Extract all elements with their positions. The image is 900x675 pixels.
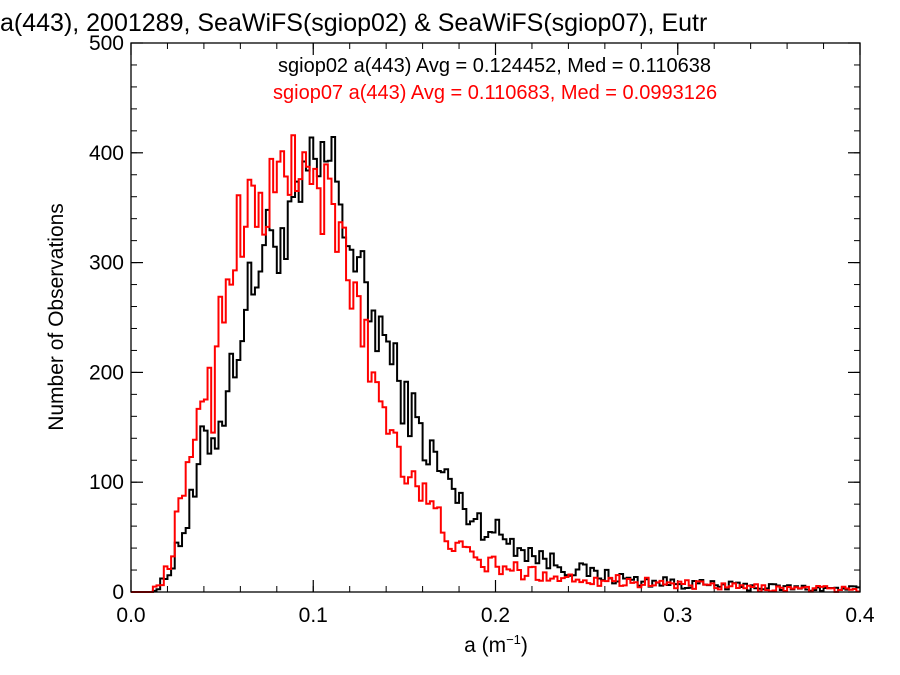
- series-layer: [131, 134, 860, 593]
- x-tick-label: 0.2: [481, 604, 510, 627]
- x-axis-label-close: ): [521, 634, 528, 657]
- x-axis-label-base: a (m: [464, 634, 506, 657]
- x-tick-label: 0.0: [116, 604, 145, 627]
- y-tick-label: 400: [89, 142, 124, 165]
- x-axis-label: a (m−1): [464, 632, 528, 657]
- y-tick-label: 200: [89, 361, 124, 384]
- y-tick-label: 500: [89, 32, 124, 55]
- y-axis-label: Number of Observations: [45, 203, 68, 431]
- axis-ticks: [130, 42, 861, 593]
- series-sgiop02: [131, 135, 860, 593]
- plot-frame: [130, 42, 861, 593]
- x-tick-label: 0.1: [299, 604, 328, 627]
- series-sgiop07: [131, 134, 860, 593]
- x-tick-label: 0.4: [845, 604, 875, 627]
- y-tick-label: 100: [89, 471, 124, 494]
- legend-sgiop02: sgiop02 a(443) Avg = 0.124452, Med = 0.1…: [278, 55, 711, 77]
- legend-sgiop07: sgiop07 a(443) Avg = 0.110683, Med = 0.0…: [273, 82, 717, 104]
- x-tick-label: 0.3: [663, 604, 692, 627]
- y-tick-label: 0: [112, 581, 124, 604]
- x-axis-label-exponent: −1: [506, 632, 521, 647]
- y-tick-label: 300: [89, 252, 124, 275]
- tick-labels: 0.0 0.1 0.2 0.3 0.4 0 100 200 300 400 500: [89, 32, 875, 627]
- chart-title: a(443), 2001289, SeaWiFS(sgiop02) & SeaW…: [0, 9, 707, 37]
